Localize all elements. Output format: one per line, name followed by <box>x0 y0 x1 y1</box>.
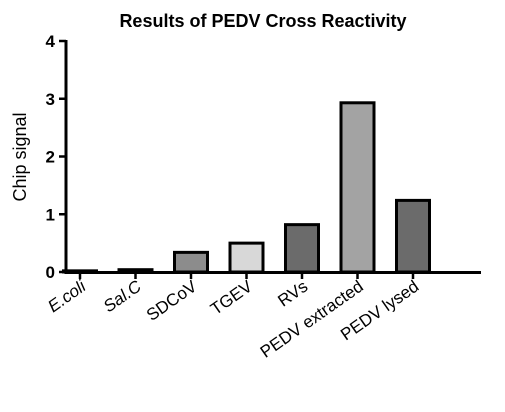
x-tick-label: TGEV <box>207 276 256 318</box>
y-tick-label: 3 <box>46 90 55 109</box>
bar-pedv-extracted <box>339 101 376 274</box>
bar-rvs <box>284 223 320 274</box>
bars-group <box>62 101 431 274</box>
x-tick-label: E.coli <box>44 276 90 316</box>
y-tick-label: 4 <box>46 32 56 51</box>
x-tick-label: RVs <box>274 277 311 311</box>
y-tick-label: 1 <box>46 205 55 224</box>
x-tick-label: Sal.C <box>100 276 146 316</box>
bar-sdcov <box>173 250 209 274</box>
y-axis-ticks: 0 1 2 3 4 <box>46 32 66 282</box>
y-tick-label: 2 <box>46 148 55 167</box>
y-axis-label: Chip signal <box>10 112 30 201</box>
chart-title: Results of PEDV Cross Reactivity <box>119 11 406 31</box>
bar-tgev <box>228 241 265 274</box>
bar-pedv-lysed <box>395 198 431 274</box>
y-tick-label: 0 <box>46 263 55 282</box>
x-tick-label: SDCoV <box>143 276 201 324</box>
